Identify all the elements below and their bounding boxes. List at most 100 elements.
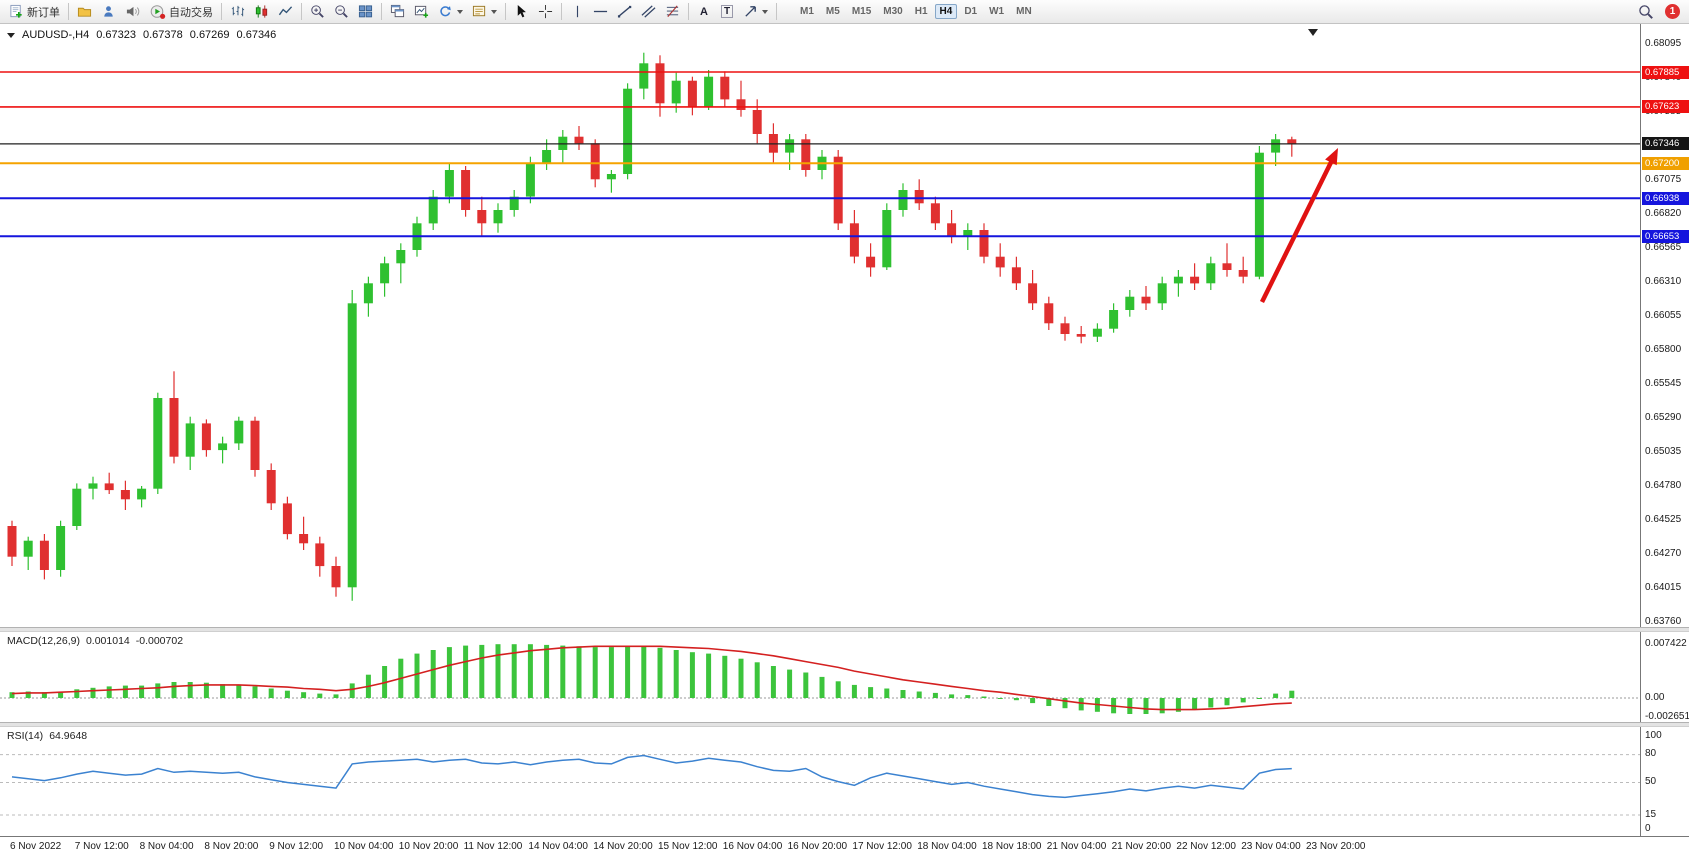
macd-axis-label: -0.002651 — [1645, 711, 1689, 722]
speaker-icon — [126, 6, 140, 17]
price-level-badge: 0.66938 — [1642, 192, 1689, 205]
price-level-badge: 0.67346 — [1642, 137, 1689, 150]
zoom-out-button[interactable] — [330, 2, 353, 22]
text-label-button[interactable]: T — [716, 2, 738, 22]
time-axis-label: 8 Nov 20:00 — [204, 841, 259, 852]
line-chart-icon — [278, 6, 293, 16]
bar-chart-icon — [231, 5, 245, 17]
timeframe-button-d1[interactable]: D1 — [964, 6, 978, 17]
chart-shift-marker-icon — [1308, 29, 1318, 36]
time-axis-label: 15 Nov 12:00 — [658, 841, 718, 852]
time-axis-label: 18 Nov 04:00 — [917, 841, 977, 852]
price-level-badge: 0.66653 — [1642, 230, 1689, 243]
time-axis-label: 14 Nov 04:00 — [528, 841, 588, 852]
refresh-button[interactable] — [434, 2, 467, 22]
pointer-icon — [517, 4, 526, 18]
macd-name: MACD(12,26,9) — [7, 635, 80, 647]
panel-splitter[interactable] — [0, 722, 1689, 727]
trendline-button[interactable] — [613, 2, 636, 22]
vertical-line-button[interactable] — [566, 2, 588, 22]
horizontal-line-button[interactable] — [589, 2, 612, 22]
time-axis-label: 16 Nov 04:00 — [722, 841, 783, 852]
timeframe-button-w1[interactable]: W1 — [989, 6, 1005, 17]
autotrading-button[interactable]: 自动交易 — [146, 2, 217, 22]
fibonacci-button[interactable] — [661, 2, 684, 22]
panel-splitter[interactable] — [0, 627, 1689, 632]
crosshair-button[interactable] — [534, 2, 557, 22]
arrows-button[interactable] — [739, 2, 772, 22]
tile-charts-button[interactable] — [354, 2, 377, 22]
macd-main-value: 0.001014 — [85, 635, 130, 647]
cursor-button[interactable] — [510, 2, 533, 22]
toolbar-separator — [301, 3, 302, 20]
price-axis-label: 0.67075 — [1645, 174, 1682, 185]
channel-button[interactable] — [637, 2, 660, 22]
candlestick-button[interactable] — [250, 2, 273, 22]
time-axis[interactable]: 6 Nov 2022 7 Nov 12:00 8 Nov 04:00 8 Nov 20… — [0, 836, 1689, 861]
vertical-line-icon — [576, 5, 578, 18]
profiles-button[interactable] — [73, 2, 96, 22]
timeframe-button-m5[interactable]: M5 — [825, 6, 840, 17]
toolbar-separator — [68, 3, 69, 20]
rsi-axis-label: 15 — [1645, 809, 1657, 820]
templates-button[interactable] — [468, 2, 501, 22]
autotrading-label: 自动交易 — [169, 6, 213, 19]
time-axis-label: 22 Nov 12:00 — [1176, 841, 1236, 852]
new-order-button[interactable]: 新订单 — [5, 2, 64, 22]
price-axis[interactable]: 0.680950.678400.675850.673300.670750.668… — [1640, 24, 1689, 836]
search-button[interactable] — [1634, 2, 1658, 22]
trendline-icon — [617, 5, 632, 18]
time-axis-label: 7 Nov 12:00 — [74, 841, 129, 852]
candlestick-icon — [255, 5, 268, 18]
price-axis-label: 0.64270 — [1645, 548, 1682, 559]
text-button[interactable]: A — [693, 2, 715, 22]
zoom-out-icon — [335, 5, 348, 18]
market-watch-button[interactable] — [97, 2, 120, 22]
sound-button[interactable] — [121, 2, 145, 22]
rsi-panel[interactable] — [0, 727, 1640, 836]
timeframe-button-mn[interactable]: MN — [1016, 6, 1032, 17]
cascade-windows-button[interactable] — [386, 2, 409, 22]
symbol-dropdown-icon[interactable] — [7, 32, 15, 38]
price-level-badge: 0.67885 — [1642, 66, 1689, 79]
macd-panel[interactable] — [0, 632, 1640, 722]
search-icon — [1639, 4, 1653, 19]
ohlc-high: 0.67378 — [143, 29, 183, 41]
time-axis-label: 21 Nov 04:00 — [1046, 841, 1107, 852]
rsi-value: 64.9648 — [49, 730, 88, 742]
autotrading-icon — [150, 4, 166, 19]
new-chart-button[interactable] — [410, 2, 433, 22]
price-axis-label: 0.66055 — [1645, 310, 1682, 321]
price-level-badge: 0.67623 — [1642, 100, 1689, 113]
main-chart[interactable] — [0, 24, 1640, 627]
notification-badge[interactable]: 1 — [1665, 4, 1680, 19]
toolbar-separator — [221, 3, 222, 20]
price-axis-label: 0.66820 — [1645, 208, 1682, 219]
zoom-in-button[interactable] — [306, 2, 329, 22]
toolbar-separator — [688, 3, 689, 20]
time-axis-label: 10 Nov 20:00 — [398, 841, 459, 852]
macd-axis-label: 0.00 — [1645, 692, 1665, 703]
cascade-windows-icon — [390, 4, 405, 18]
ohlc-low: 0.67269 — [189, 29, 230, 41]
timeframe-button-h1[interactable]: H1 — [914, 6, 928, 17]
time-axis-label: 23 Nov 04:00 — [1241, 841, 1301, 852]
rsi-name: RSI(14) — [7, 730, 44, 742]
macd-axis-label: 0.007422 — [1645, 638, 1687, 649]
timeframe-button-m15[interactable]: M15 — [851, 6, 872, 17]
time-axis-label: 14 Nov 20:00 — [593, 841, 653, 852]
dropdown-caret-icon — [491, 9, 497, 14]
price-axis-label: 0.65290 — [1645, 412, 1682, 423]
new-order-label: 新订单 — [27, 6, 60, 19]
toolbar-separator — [561, 3, 562, 20]
time-axis-label: 10 Nov 04:00 — [334, 841, 394, 852]
timeframe-button-h4[interactable]: H4 — [934, 4, 958, 19]
line-chart-button[interactable] — [274, 2, 297, 22]
timeframe-button-m1[interactable]: M1 — [800, 6, 814, 17]
time-axis-label: 11 Nov 12:00 — [463, 841, 523, 852]
timeframe-button-m30[interactable]: M30 — [883, 6, 903, 17]
bar-chart-button[interactable] — [226, 2, 249, 22]
fibonacci-icon — [666, 5, 679, 18]
crosshair-icon — [538, 4, 553, 19]
label-tool-icon: T — [720, 5, 734, 18]
